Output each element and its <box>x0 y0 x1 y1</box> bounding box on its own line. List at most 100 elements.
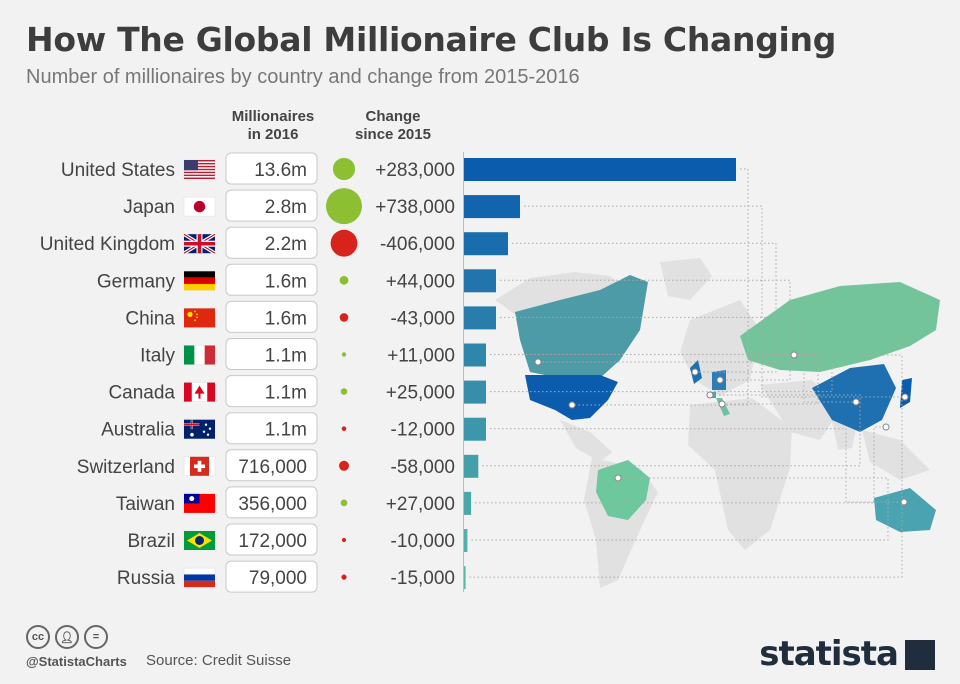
change-label: +44,000 <box>386 271 455 292</box>
map-brazil <box>596 460 650 520</box>
decrease-dot <box>339 313 349 322</box>
change-label: +283,000 <box>375 160 455 181</box>
map-marker <box>534 358 542 366</box>
country-label: Germany <box>97 271 176 292</box>
flag-uk-icon <box>183 232 216 255</box>
increase-dot <box>340 388 348 395</box>
millionaires-value: 13.6m <box>254 160 307 181</box>
bar <box>464 306 496 330</box>
map-land-southeast-asia <box>862 430 930 480</box>
decrease-dot <box>341 574 347 580</box>
map-land-africa <box>688 398 792 550</box>
map-land-greenland <box>660 258 712 300</box>
chart-subtitle: Number of millionaires by country and ch… <box>26 66 580 88</box>
statista-logo-mark <box>905 640 935 670</box>
decrease-dot <box>341 426 347 432</box>
leader-line <box>500 279 791 381</box>
millionaires-value: 2.8m <box>265 197 307 218</box>
millionaires-value: 1.1m <box>265 383 307 404</box>
increase-dot <box>332 157 356 181</box>
map-usa <box>525 375 618 420</box>
country-label: Brazil <box>127 531 175 552</box>
change-label: -43,000 <box>391 308 455 329</box>
country-label: United States <box>61 160 175 181</box>
decrease-dot <box>341 537 347 543</box>
millionaires-box <box>225 449 318 482</box>
millionaires-box <box>225 226 318 259</box>
bar <box>464 529 468 552</box>
world-map <box>495 258 940 588</box>
leader-line <box>490 361 833 393</box>
flag-taiwan-icon <box>183 493 216 514</box>
leader-line <box>482 394 861 467</box>
map-marker <box>614 474 622 482</box>
chart-title: How The Global Millionaire Club Is Chang… <box>26 20 837 59</box>
map-russia <box>740 282 940 372</box>
flag-canada-icon <box>183 382 216 402</box>
flag-china-icon <box>183 308 216 328</box>
flag-australia-icon <box>183 419 216 439</box>
statista-logo: statista <box>759 634 899 674</box>
bar <box>464 566 466 590</box>
nd-icon: = <box>84 625 108 649</box>
millionaires-value: 1.1m <box>265 420 307 441</box>
increase-dot <box>339 275 349 285</box>
flag-us-icon <box>183 159 216 180</box>
by-icon: 👤︎ <box>55 625 79 649</box>
leader-line <box>475 426 886 504</box>
leader-line <box>524 205 905 398</box>
millionaires-value: 79,000 <box>249 568 307 589</box>
bar <box>464 195 520 219</box>
country-label: Canada <box>108 383 175 404</box>
millionaires-box <box>225 263 318 296</box>
millionaires-value: 2.2m <box>265 234 307 255</box>
millionaires-box <box>225 338 318 370</box>
chart-area: United States 13.6m +283,000 Japan 2.8m +738,… <box>40 152 940 593</box>
decrease-dot <box>339 460 349 471</box>
country-label: Russia <box>117 568 176 589</box>
flag-italy-icon <box>183 345 216 365</box>
map-land-north-america-north <box>495 272 630 318</box>
map-marker <box>790 351 798 359</box>
flag-switzerland-icon <box>183 456 216 477</box>
bar <box>464 269 496 293</box>
leader-line <box>471 477 889 541</box>
millionaires-column-header: Millionaires in 2016 <box>231 108 315 143</box>
change-label: +11,000 <box>387 346 455 367</box>
millionaires-box <box>225 412 318 445</box>
millionaires-value: 1.6m <box>265 308 307 329</box>
change-label: -12,000 <box>391 420 455 441</box>
source-note: Source: Credit Suisse <box>146 652 292 669</box>
millionaires-value: 1.6m <box>265 271 307 292</box>
country-label: United Kingdom <box>40 234 175 255</box>
map-australia <box>874 488 936 532</box>
millionaires-box <box>225 560 318 593</box>
country-label: Australia <box>101 420 175 441</box>
leader-line <box>469 354 903 578</box>
country-label: China <box>125 308 175 329</box>
bar <box>464 491 472 515</box>
map-marker <box>852 398 860 406</box>
decrease-dot <box>330 229 358 257</box>
bar <box>464 417 486 441</box>
leader-line <box>500 316 856 403</box>
country-label: Switzerland <box>77 457 175 478</box>
map-canada <box>515 275 648 378</box>
change-label: -406,000 <box>380 234 455 255</box>
change-column-header: Change since 2015 <box>355 108 431 143</box>
leader-line <box>572 168 749 406</box>
millionaires-box <box>225 189 318 222</box>
millionaires-box <box>225 486 318 519</box>
map-marker <box>568 401 576 409</box>
millionaires-box <box>225 523 318 556</box>
increase-dot <box>341 352 347 357</box>
change-label: -10,000 <box>391 531 455 552</box>
bar <box>464 380 486 404</box>
map-marker <box>706 391 714 399</box>
map-marker <box>691 368 699 376</box>
bar <box>464 343 486 367</box>
flag-russia-icon <box>183 567 216 588</box>
license-icons: cc 👤︎ = <box>26 625 108 649</box>
millionaires-value: 356,000 <box>238 494 307 515</box>
increase-dot <box>326 188 362 225</box>
